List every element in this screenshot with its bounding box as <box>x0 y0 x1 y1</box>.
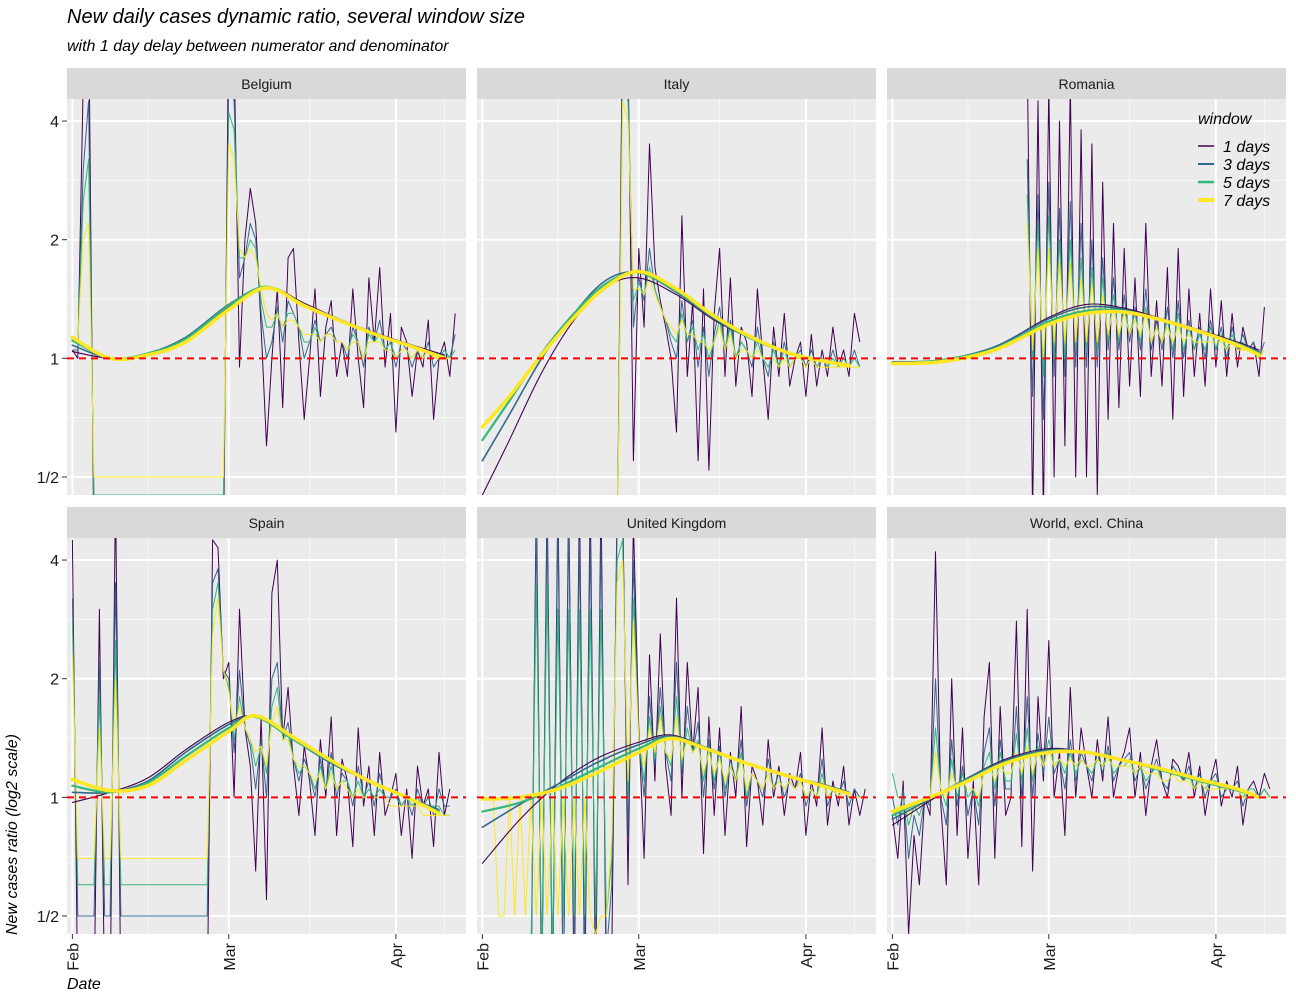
panel-title: Italy <box>664 76 690 92</box>
panel-world-excl-china: World, excl. China Feb Mar Apr <box>885 507 1286 971</box>
x-tick-label: Mar <box>1042 942 1059 970</box>
y-tick-label: 1/2 <box>37 470 59 487</box>
panel-strip <box>887 507 1286 538</box>
series-smooth-7-days <box>890 749 1261 814</box>
x-tick-label: Mar <box>632 942 649 970</box>
panel-spain: Spain 1/2 1 2 4 Feb Mar Apr <box>37 507 466 971</box>
panel-strip <box>477 507 876 538</box>
x-tick-label: Mar <box>222 942 239 970</box>
series-raw-7-days <box>72 143 456 478</box>
panel-strip <box>477 68 876 99</box>
legend-label: 7 days <box>1223 193 1270 210</box>
panel-title: United Kingdom <box>627 515 727 531</box>
series-group <box>480 538 866 934</box>
y-tick-label: 1 <box>50 790 59 807</box>
series-smooth-7-days <box>70 713 441 816</box>
y-tick-label: 2 <box>50 672 59 689</box>
panel-strip <box>67 68 466 99</box>
panel-romania: Romania <box>887 68 1286 495</box>
series-raw-5-days <box>72 112 456 495</box>
y-tick-label: 2 <box>50 233 59 250</box>
x-tick-label: Apr <box>799 942 816 968</box>
series-smooth-7-days <box>890 309 1261 366</box>
x-tick-label: Apr <box>389 942 406 968</box>
series-raw-1-days <box>71 99 456 495</box>
series-smooth-7-days <box>480 736 851 801</box>
legend-label: 5 days <box>1223 175 1270 192</box>
panel-title: Spain <box>249 515 285 531</box>
legend-label: 1 days <box>1223 139 1270 156</box>
legend-label: 3 days <box>1223 157 1270 174</box>
panel-title: Belgium <box>241 76 292 92</box>
y-tick-label: 1/2 <box>37 909 59 926</box>
panel-background <box>477 99 876 495</box>
panel-italy: Italy <box>477 68 876 495</box>
x-tick-label: Feb <box>885 943 902 971</box>
series-group <box>890 99 1265 495</box>
y-tick-label: 1 <box>50 351 59 368</box>
panel-background <box>67 99 466 495</box>
series-group <box>890 551 1271 934</box>
x-axis-label: Date <box>67 976 101 993</box>
chart-subtitle: with 1 day delay between numerator and d… <box>67 38 449 55</box>
series-group <box>70 538 451 934</box>
panel-strip <box>67 507 466 538</box>
series-raw-7-days <box>71 597 450 859</box>
y-tick-label: 4 <box>50 553 59 570</box>
y-tick-label: 4 <box>50 114 59 131</box>
panel-strip <box>887 68 1286 99</box>
x-tick-label: Feb <box>65 943 82 971</box>
x-tick-label: Feb <box>475 943 492 971</box>
panel-title: Romania <box>1058 76 1114 92</box>
panel-background <box>887 99 1286 495</box>
x-tick-label: Apr <box>1209 942 1226 968</box>
panel-title: World, excl. China <box>1030 515 1144 531</box>
series-smooth-7-days <box>70 286 447 362</box>
chart-title: New daily cases dynamic ratio, several w… <box>67 6 525 28</box>
series-group <box>70 99 456 495</box>
panel-background <box>67 538 466 934</box>
series-raw-7-days <box>617 100 860 495</box>
panel-united-kingdom: United Kingdom Feb Mar Apr <box>475 507 876 971</box>
series-raw-7-days <box>891 745 1270 816</box>
legend-title: window <box>1198 111 1253 128</box>
panel-belgium: Belgium 1/2 1 2 4 <box>37 68 466 495</box>
